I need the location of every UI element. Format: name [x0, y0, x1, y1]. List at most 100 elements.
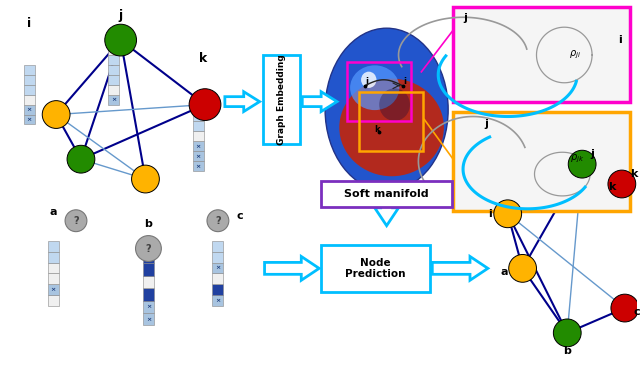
- Text: a: a: [501, 267, 509, 277]
- Bar: [48, 241, 59, 252]
- Bar: [108, 75, 119, 85]
- Bar: [108, 95, 119, 104]
- Bar: [212, 241, 223, 252]
- Circle shape: [189, 89, 221, 121]
- Bar: [193, 141, 204, 151]
- Circle shape: [608, 170, 636, 198]
- Bar: [453, 111, 630, 211]
- Text: k: k: [608, 182, 616, 192]
- Text: ×: ×: [195, 163, 201, 169]
- Bar: [143, 276, 154, 288]
- Bar: [48, 263, 59, 273]
- Bar: [212, 295, 223, 306]
- Text: i: i: [488, 209, 492, 219]
- Text: i: i: [618, 35, 621, 45]
- Text: i: i: [28, 17, 31, 30]
- Text: c: c: [634, 307, 640, 317]
- Text: ?: ?: [215, 216, 221, 226]
- Bar: [24, 95, 35, 104]
- Text: Soft manifold: Soft manifold: [344, 189, 429, 199]
- Text: ?: ?: [146, 244, 151, 254]
- Text: $\rho_{jk}$: $\rho_{jk}$: [570, 153, 584, 165]
- Text: ×: ×: [195, 144, 201, 149]
- Text: ×: ×: [51, 287, 56, 292]
- Bar: [108, 45, 119, 55]
- Bar: [48, 295, 59, 306]
- Circle shape: [132, 165, 159, 193]
- Text: ?: ?: [73, 216, 79, 226]
- Bar: [193, 111, 204, 121]
- Text: $\rho_{ji}$: $\rho_{ji}$: [569, 49, 581, 61]
- Bar: [212, 252, 223, 263]
- Bar: [24, 104, 35, 114]
- Ellipse shape: [325, 28, 448, 191]
- Text: Graph Embedding: Graph Embedding: [277, 54, 286, 145]
- Circle shape: [611, 294, 639, 322]
- Polygon shape: [302, 92, 337, 111]
- Text: j: j: [590, 149, 594, 159]
- Text: ×: ×: [27, 107, 32, 112]
- Bar: [193, 161, 204, 171]
- Bar: [193, 121, 204, 131]
- Bar: [48, 252, 59, 263]
- Text: ×: ×: [215, 265, 221, 270]
- Bar: [24, 75, 35, 85]
- Bar: [48, 284, 59, 295]
- Bar: [143, 288, 154, 301]
- Polygon shape: [432, 256, 488, 280]
- Text: j: j: [118, 9, 123, 22]
- Text: k: k: [374, 125, 380, 134]
- Bar: [143, 301, 154, 313]
- Text: b: b: [145, 219, 152, 229]
- Text: ×: ×: [111, 97, 116, 102]
- Circle shape: [554, 319, 581, 347]
- Bar: [24, 114, 35, 124]
- Bar: [143, 251, 154, 263]
- Ellipse shape: [339, 79, 444, 176]
- Text: ×: ×: [146, 304, 151, 309]
- Bar: [359, 92, 423, 151]
- Circle shape: [136, 236, 161, 261]
- Circle shape: [494, 200, 522, 228]
- Text: c: c: [236, 211, 243, 221]
- Text: ×: ×: [195, 154, 201, 159]
- Bar: [24, 65, 35, 75]
- Bar: [347, 62, 412, 121]
- Text: ×: ×: [215, 298, 221, 303]
- Bar: [193, 131, 204, 141]
- Ellipse shape: [379, 88, 410, 121]
- Text: ×: ×: [146, 317, 151, 322]
- Bar: [48, 273, 59, 284]
- Circle shape: [207, 210, 229, 232]
- Text: k: k: [630, 169, 637, 179]
- Bar: [108, 85, 119, 95]
- Bar: [108, 65, 119, 75]
- Polygon shape: [225, 92, 260, 111]
- Bar: [108, 55, 119, 65]
- Circle shape: [509, 255, 536, 282]
- Text: j: j: [365, 77, 368, 86]
- Text: k: k: [199, 52, 207, 65]
- Bar: [212, 284, 223, 295]
- Circle shape: [67, 145, 95, 173]
- Bar: [143, 313, 154, 325]
- Text: b: b: [563, 346, 571, 356]
- Bar: [321, 245, 430, 292]
- Bar: [24, 85, 35, 95]
- Polygon shape: [375, 196, 399, 226]
- Text: a: a: [49, 207, 57, 217]
- Text: i: i: [403, 77, 406, 86]
- Bar: [212, 263, 223, 273]
- Bar: [143, 263, 154, 276]
- Bar: [262, 55, 300, 144]
- Text: ×: ×: [27, 117, 32, 122]
- Polygon shape: [264, 256, 319, 280]
- Text: j: j: [463, 13, 467, 23]
- Ellipse shape: [350, 65, 399, 110]
- Circle shape: [105, 24, 136, 56]
- Circle shape: [568, 150, 596, 178]
- Circle shape: [42, 101, 70, 128]
- Bar: [193, 151, 204, 161]
- Bar: [453, 7, 630, 101]
- Bar: [321, 181, 452, 207]
